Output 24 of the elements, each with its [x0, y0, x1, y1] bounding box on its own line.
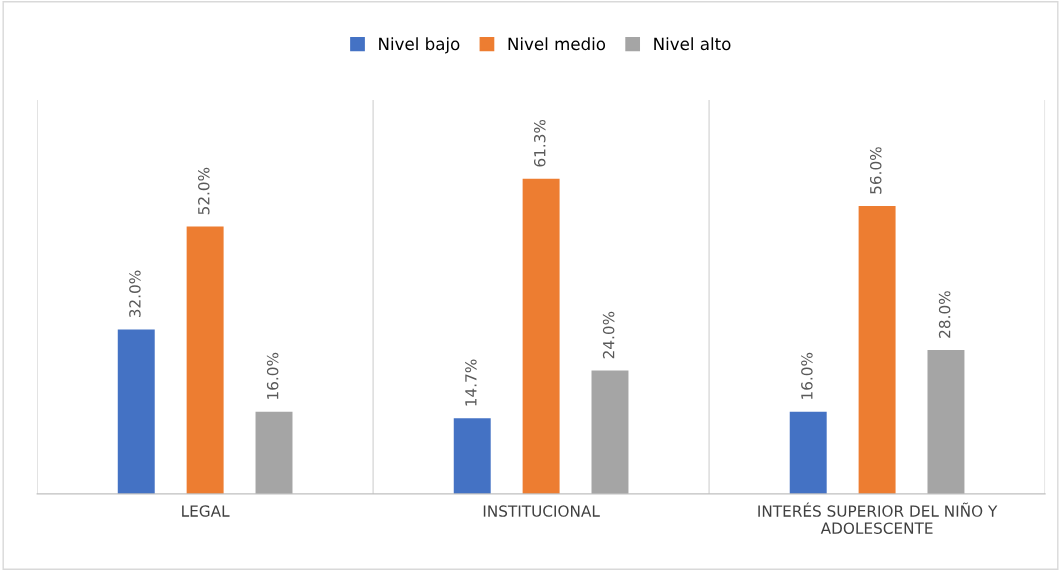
data-label: 14.7%	[465, 359, 477, 406]
data-label: 16.0%	[801, 352, 813, 399]
data-label: 24.0%	[602, 311, 615, 359]
data-label: 16.0%	[266, 352, 279, 399]
bar	[789, 411, 827, 494]
bar	[858, 205, 896, 494]
data-label: 52.0%	[198, 167, 210, 215]
bar	[186, 226, 224, 494]
legend-label: Nivel medio	[508, 37, 606, 51]
data-label: 32.0%	[129, 270, 141, 318]
data-label: 61.3%	[533, 119, 546, 167]
bar	[522, 178, 560, 494]
x-tick-label: LEGAL	[182, 505, 230, 517]
bar	[927, 349, 965, 494]
data-label: 28.0%	[938, 291, 951, 338]
data-label: 56.0%	[869, 147, 882, 194]
legend-label: Nivel bajo	[379, 37, 460, 54]
bar	[453, 418, 491, 494]
bar	[591, 370, 629, 494]
bar	[255, 411, 293, 494]
x-tick-label: INTERÉS SUPERIOR DEL NIÑO Y ADOLESCENTE	[758, 502, 998, 534]
bar	[117, 329, 155, 494]
x-tick-label: INSTITUCIONAL	[483, 505, 600, 517]
legend-label: Nivel alto	[654, 37, 731, 51]
